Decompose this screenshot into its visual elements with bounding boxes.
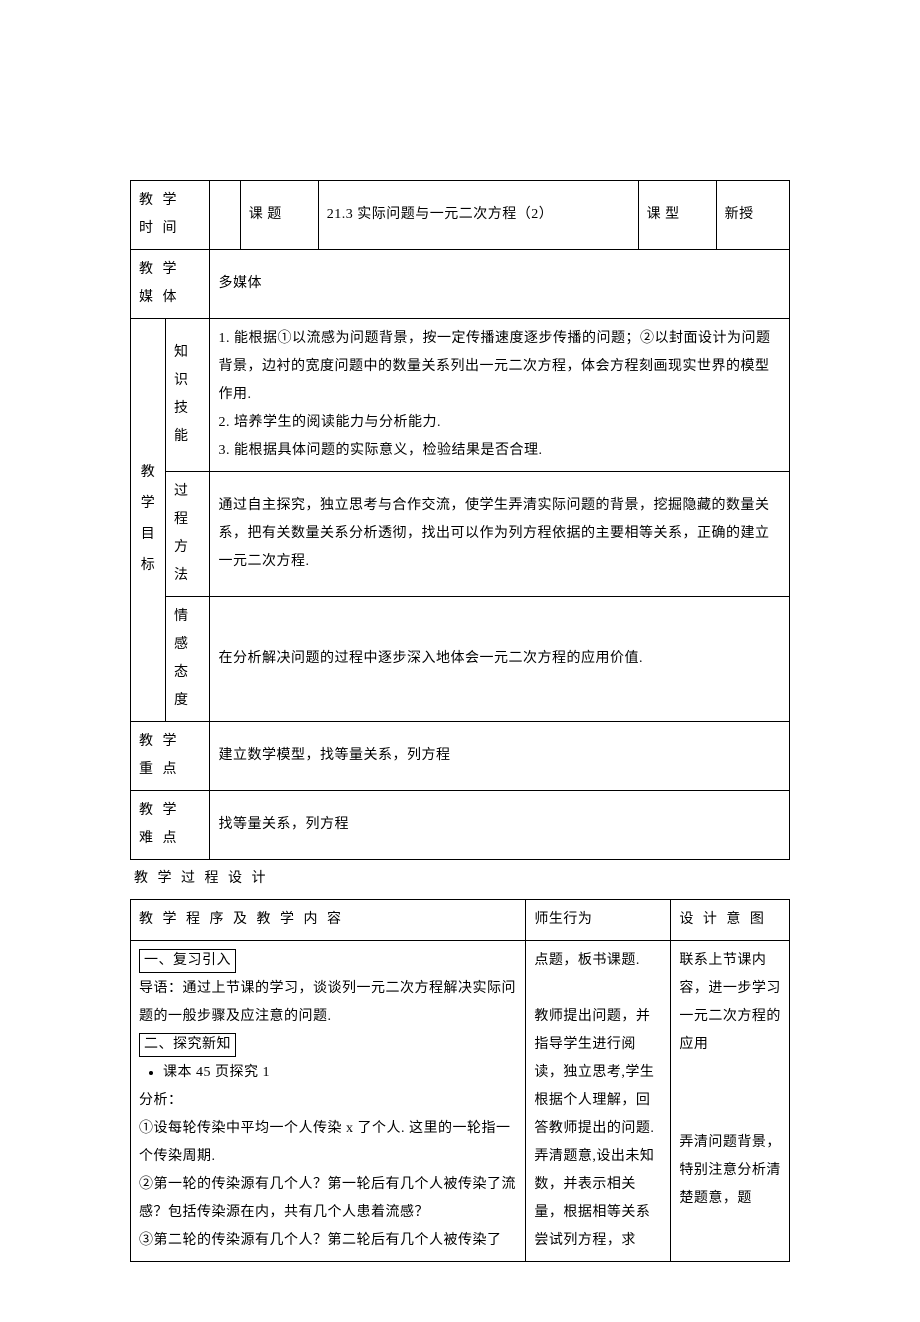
behavior-b1: 点题，板书课题. xyxy=(534,947,662,975)
program-cell: 一、复习引入 导语：通过上节课的学习，谈谈列一元二次方程解决实际问题的一般步骤及… xyxy=(131,940,526,1262)
knowledge-line-2: 2. 培养学生的阅读能力与分析能力. xyxy=(218,409,781,437)
behavior-b2: 教师提出问题，并指导学生进行阅读，独立思考,学生根据个人理解，回答教师提出的问题… xyxy=(534,1003,662,1143)
intent-cell: 联系上节课内容，进一步学习一元二次方程的应用 弄清问题背景，特别注意分析清楚题意… xyxy=(671,940,790,1262)
row-topic-label: 课 题 xyxy=(240,181,318,250)
program-l3: ③第二轮的传染源有几个人？第二轮后有几个人被传染了 xyxy=(139,1227,517,1255)
knowledge-label: 知 识 技 能 xyxy=(166,319,210,472)
emotion-label-l1: 情 感 xyxy=(174,609,189,652)
program-l1: ①设每轮传染中平均一个人传染 x 了个人. 这里的一轮指一个传染周期. xyxy=(139,1115,517,1171)
emotion-value: 在分析解决问题的过程中逐步深入地体会一元二次方程的应用价值. xyxy=(210,597,790,722)
behavior-cell: 点题，板书课题. 教师提出问题，并指导学生进行阅读，独立思考,学生根据个人理解，… xyxy=(526,940,671,1262)
process-label: 过 程 方 法 xyxy=(166,472,210,597)
row-media-label: 教 学 媒 体 xyxy=(131,250,210,319)
bullet-list: 课本 45 页探究 1 xyxy=(139,1059,517,1087)
row-time-value xyxy=(210,181,240,250)
process-design-table: 教 学 程 序 及 教 学 内 容 师生行为 设 计 意 图 一、复习引入 导语… xyxy=(130,899,790,1263)
knowledge-label-l2: 技 能 xyxy=(174,401,189,444)
row-time-label: 教 学 时 间 xyxy=(131,181,210,250)
process-design-caption: 教 学 过 程 设 计 xyxy=(130,860,790,899)
goals-char-1: 教 xyxy=(139,458,157,489)
row-media-value: 多媒体 xyxy=(210,250,790,319)
process-value: 通过自主探究，独立思考与合作交流，使学生弄清实际问题的背景，挖掘隐藏的数量关系，… xyxy=(210,472,790,597)
process-label-l1: 过 程 xyxy=(174,484,189,527)
row-ctype-label: 课 型 xyxy=(638,181,716,250)
bullet-1: 课本 45 页探究 1 xyxy=(163,1059,517,1087)
row-ctype-value: 新授 xyxy=(716,181,789,250)
goals-vertical-label: 教 学 目 标 xyxy=(131,319,166,722)
section1-body: 导语：通过上节课的学习，谈谈列一元二次方程解决实际问题的一般步骤及应注意的问题. xyxy=(139,975,517,1031)
header-program: 教 学 程 序 及 教 学 内 容 xyxy=(131,899,526,940)
knowledge-line-1: 1. 能根据①以流感为问题背景，按一定传播速度逐步传播的问题；②以封面设计为问题… xyxy=(218,325,781,409)
intent-i1: 联系上节课内容，进一步学习一元二次方程的应用 xyxy=(679,947,781,1059)
intent-i2: 弄清问题背景，特别注意分析清楚题意，题 xyxy=(679,1129,781,1213)
difficulty-label: 教 学 难 点 xyxy=(131,791,210,860)
goals-char-4: 标 xyxy=(139,551,157,582)
emotion-label-l2: 态 度 xyxy=(174,665,189,708)
program-l2: ②第一轮的传染源有几个人？第一轮后有几个人被传染了流感？包括传染源在内，共有几个… xyxy=(139,1171,517,1227)
header-intent: 设 计 意 图 xyxy=(671,899,790,940)
section2-title: 二、探究新知 xyxy=(139,1033,236,1057)
section1-title: 一、复习引入 xyxy=(139,949,236,973)
keypoint-label: 教 学 重 点 xyxy=(131,722,210,791)
goals-char-2: 学 xyxy=(139,489,157,520)
goals-char-3: 目 xyxy=(139,520,157,551)
knowledge-value: 1. 能根据①以流感为问题背景，按一定传播速度逐步传播的问题；②以封面设计为问题… xyxy=(210,319,790,472)
process-label-l2: 方 法 xyxy=(174,540,189,583)
knowledge-line-3: 3. 能根据具体问题的实际意义，检验结果是否合理. xyxy=(218,437,781,465)
behavior-b3: 弄清题意,设出未知数，并表示相关量，根据相等关系尝试列方程，求 xyxy=(534,1143,662,1255)
header-behavior: 师生行为 xyxy=(526,899,671,940)
emotion-label: 情 感 态 度 xyxy=(166,597,210,722)
knowledge-label-l1: 知 识 xyxy=(174,345,189,388)
analysis-label: 分析： xyxy=(139,1087,517,1115)
keypoint-value: 建立数学模型，找等量关系，列方程 xyxy=(210,722,790,791)
lesson-info-table: 教 学 时 间 课 题 21.3 实际问题与一元二次方程（2） 课 型 新授 教… xyxy=(130,180,790,860)
row-topic-value: 21.3 实际问题与一元二次方程（2） xyxy=(318,181,638,250)
difficulty-value: 找等量关系，列方程 xyxy=(210,791,790,860)
